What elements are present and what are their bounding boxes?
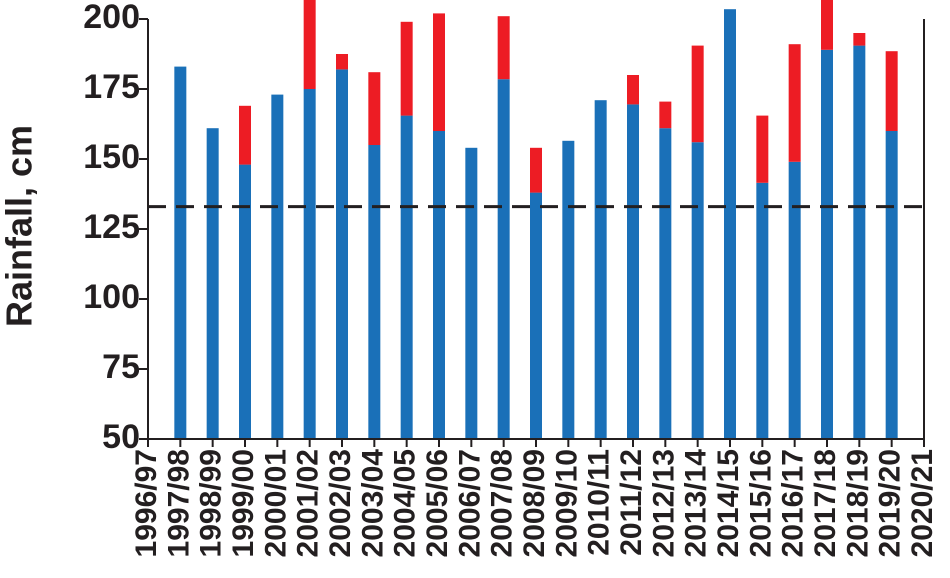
bar-segment [239,164,251,439]
bar-segment [433,131,445,439]
bar-segment [788,161,801,440]
bar-segment [400,115,413,439]
y-tick-label: 50 [102,418,140,456]
bar-segment [239,105,251,165]
x-tick-label: 2004/05 [389,449,422,557]
bar-segment [885,131,898,439]
bar-segment [788,44,801,162]
y-axis-label: Rainfall, cm [0,125,40,327]
x-tick-label: 2003/04 [356,449,389,558]
bar-segment [465,147,478,440]
bar-segment [853,33,866,46]
x-tick-label: 2016/17 [777,449,810,557]
x-tick-label: 1996/97 [130,449,163,557]
x-tick-label: 2002/03 [324,449,357,557]
y-tick-label: 175 [83,68,140,106]
bar-segment [659,128,672,439]
x-tick-label: 2009/10 [550,449,583,557]
bar-segment [368,145,381,439]
bar-segment [562,140,575,440]
x-tick-label: 2011/12 [615,449,648,556]
bar-segment [691,45,704,143]
x-tick-label: 2013/14 [680,449,713,558]
bar-segment [627,104,639,440]
x-tick-label: 2010/11 [583,449,616,556]
bar-segment [594,100,607,439]
bar-segment [303,89,316,439]
x-tick-label: 1997/98 [162,449,195,557]
x-tick-label: 2019/20 [874,449,907,557]
x-tick-label: 1998/99 [195,449,228,557]
bar-segment [336,54,348,70]
y-tick-label: 150 [83,138,140,176]
bar-segment [174,66,187,439]
bar-segment [691,142,704,439]
bar-segment [659,101,672,129]
bar-segment [206,128,219,439]
bar-segment [433,13,445,131]
bar-segment [853,45,866,439]
bar-segment [821,49,833,440]
bar-segment [497,79,510,439]
bar-segment [400,21,413,116]
x-tick-label: 2014/15 [712,449,745,557]
x-tick-label: 2006/07 [453,449,486,557]
bar-segment [821,0,833,50]
bar-segment [303,0,316,89]
bar-segment [756,182,769,440]
y-tick-label: 75 [102,348,140,386]
bar-segment [336,69,348,440]
bar-segment [756,115,769,183]
y-tick-label: 100 [83,278,140,316]
x-tick-label: 2005/06 [421,449,454,557]
x-tick-label: 2001/02 [292,449,325,557]
x-tick-label: 2018/19 [841,449,874,557]
bar-segment [368,72,381,145]
y-tick-label: 125 [83,208,140,246]
bar-segment [627,75,639,105]
x-tick-label: 1999/00 [227,449,260,557]
x-tick-label: 2000/01 [259,449,292,557]
bar-segment [724,9,736,439]
x-tick-label: 2008/09 [518,449,551,557]
x-tick-label: 2020/21 [906,449,939,557]
x-tick-label: 2015/16 [744,449,777,557]
x-tick-label: 2017/18 [809,449,842,557]
x-tick-label: 2012/13 [647,449,680,557]
x-tick-label: 2007/08 [486,449,519,557]
bar-segment [271,94,284,439]
bar-segment [530,192,542,439]
bar-segment [530,147,542,193]
y-tick-label: 200 [83,0,140,36]
bar-segment [497,16,510,80]
bar-segment [885,51,898,132]
